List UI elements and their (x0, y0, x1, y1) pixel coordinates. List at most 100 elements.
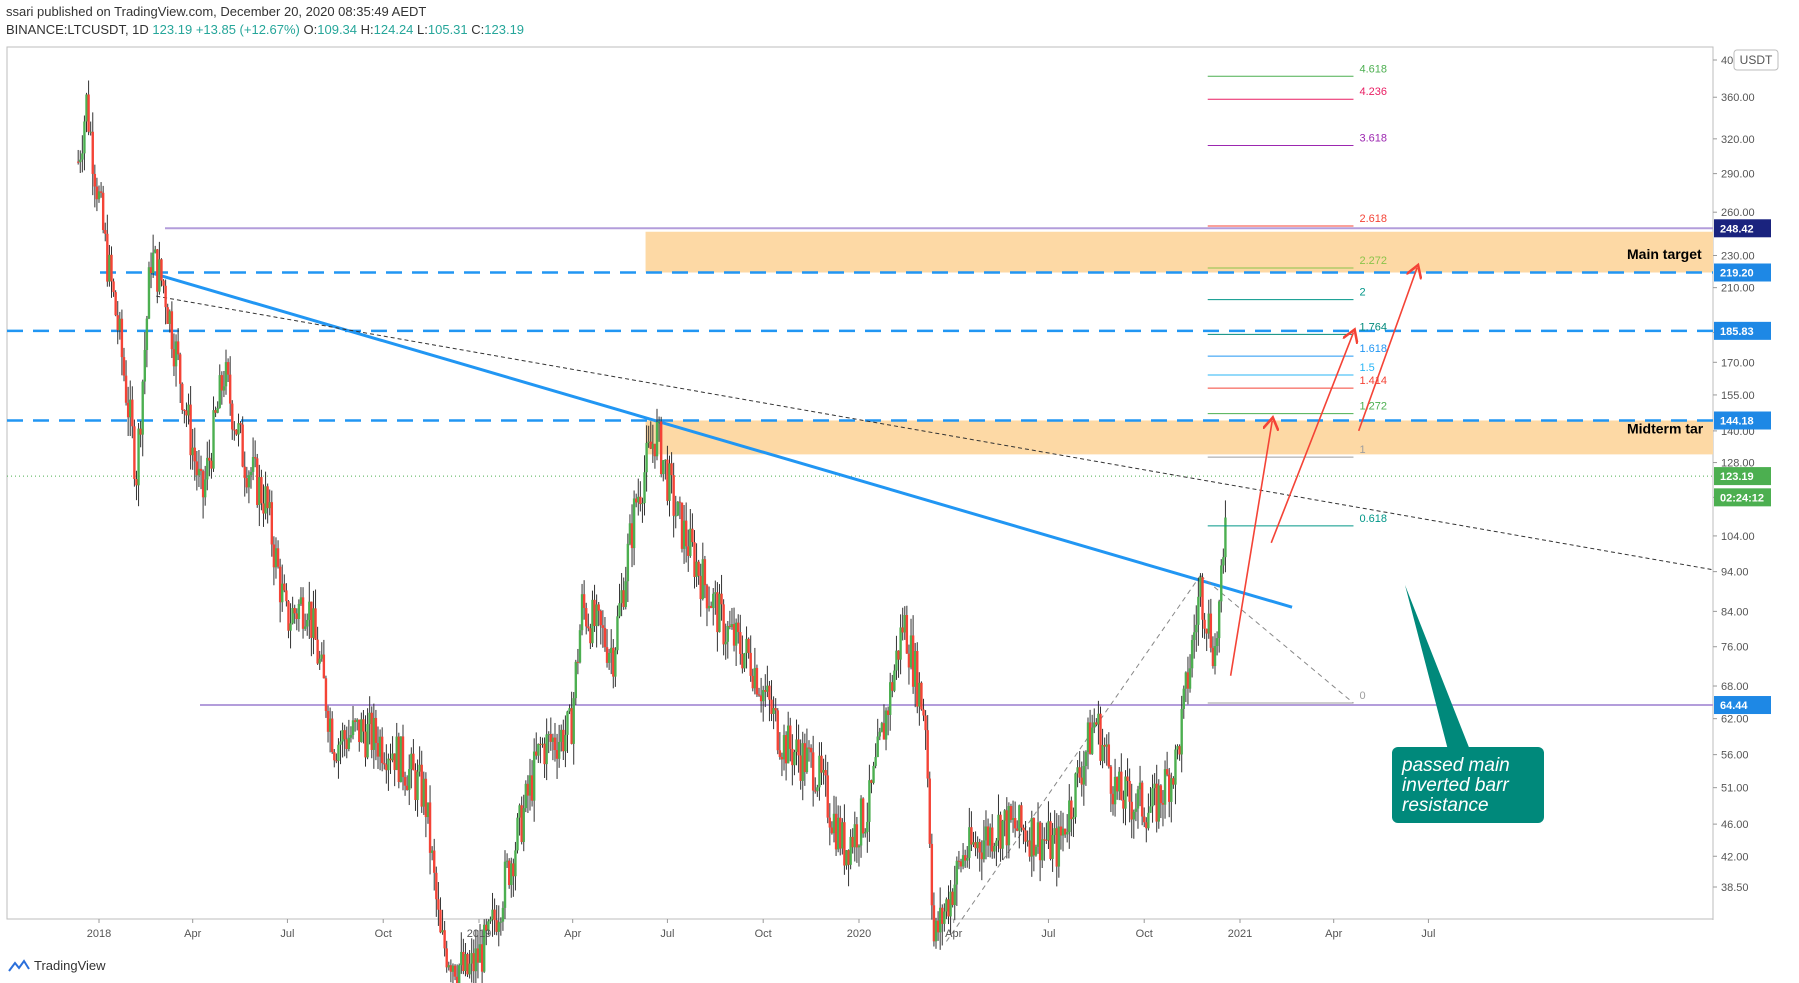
candle-body (143, 350, 147, 382)
candle-body (628, 523, 632, 544)
candle-body (612, 647, 615, 677)
candle-body (405, 785, 409, 791)
y-tick-label: 155.00 (1721, 390, 1755, 402)
candle-body (918, 682, 921, 707)
symbol[interactable]: BINANCE:LTCUSDT, 1D (6, 22, 149, 37)
axis-price-label-text: 02:24:12 (1720, 492, 1764, 504)
candle-body (595, 604, 598, 627)
candle-body (955, 860, 959, 885)
candle-body (957, 860, 961, 862)
axis-price-label[interactable] (1714, 467, 1771, 486)
candle-body (1163, 769, 1167, 805)
main-target-label[interactable]: Main target (1627, 246, 1702, 262)
candle-body (414, 770, 417, 801)
candle-body (549, 734, 553, 742)
candle-body (518, 805, 521, 818)
candle-body (326, 710, 330, 732)
candle-body (901, 627, 904, 633)
candle-body (122, 357, 126, 376)
target-arrow[interactable] (1357, 268, 1417, 432)
candle-body (247, 475, 251, 488)
candle-body (684, 520, 688, 547)
candle-body (1155, 783, 1158, 822)
candle-body (662, 460, 665, 475)
candle-body (539, 743, 542, 745)
target-arrow[interactable] (1270, 332, 1353, 544)
axis-price-label[interactable] (1714, 219, 1771, 238)
candle-body (160, 259, 163, 281)
candle-body (743, 653, 746, 669)
candle-body (1018, 805, 1021, 831)
candle-body (147, 267, 151, 319)
candle-body (199, 468, 203, 472)
y-tick-label: 290.00 (1721, 169, 1755, 181)
axis-price-label[interactable] (1714, 696, 1771, 715)
candle-body (637, 496, 640, 503)
candle-body (936, 920, 940, 933)
candle-body (545, 734, 548, 765)
candle-body (314, 608, 317, 640)
candle-body (826, 775, 829, 818)
fib-level-label: 4.618 (1359, 63, 1387, 75)
y-tick-label: 320.00 (1721, 134, 1755, 146)
candle-body (1170, 778, 1173, 802)
main-target-zone[interactable] (645, 231, 1713, 273)
axis-price-label[interactable] (1714, 488, 1771, 507)
candle-body (1143, 816, 1146, 823)
candle-body (582, 594, 586, 608)
candle-body (289, 623, 292, 631)
main-trendline[interactable] (150, 271, 1293, 609)
candle-body (1105, 744, 1108, 747)
axis-price-label[interactable] (1714, 263, 1771, 282)
fib-level-label: 0 (1359, 690, 1365, 702)
candle-body (963, 855, 967, 861)
candle-body (210, 460, 213, 469)
candle-body (224, 362, 228, 387)
midterm-target-zone[interactable] (645, 420, 1713, 455)
midterm-target-label[interactable]: Midterm tar (1627, 420, 1704, 436)
candle-body (610, 647, 613, 654)
candle-body (818, 755, 821, 788)
callout-box[interactable] (1392, 747, 1544, 823)
candle-body (1201, 577, 1204, 620)
currency-badge[interactable]: USDT (1733, 49, 1779, 71)
footer-brand[interactable]: TradingView (8, 958, 106, 973)
candle-body (672, 475, 675, 516)
candle-body (87, 94, 90, 132)
y-tick-label: 104.00 (1721, 531, 1755, 543)
target-arrow[interactable] (1229, 421, 1273, 676)
y-tick-label: 230.00 (1721, 251, 1755, 263)
candle-body (928, 778, 931, 844)
candle-body (374, 717, 378, 743)
secondary-trendline[interactable] (156, 295, 1714, 571)
candle-body (811, 752, 815, 791)
candle-body (116, 315, 119, 331)
candle-body (676, 501, 680, 516)
candle-body (324, 678, 328, 711)
candle-body (924, 715, 927, 731)
candle-body (1205, 628, 1208, 634)
axis-price-label[interactable] (1714, 321, 1771, 340)
candle-body (626, 543, 630, 582)
axis-price-label[interactable] (1714, 411, 1771, 430)
candle-body (168, 311, 171, 324)
candle-body (482, 924, 486, 972)
candle-body (732, 624, 736, 646)
candle-body (878, 731, 881, 737)
candle-body (634, 498, 638, 503)
candle-body (751, 675, 754, 689)
candle-body (1134, 808, 1138, 812)
candle-body (872, 765, 875, 783)
candle-body (1153, 783, 1156, 789)
candle-body (120, 318, 124, 358)
candle-body (632, 498, 636, 549)
candle-body (524, 783, 528, 809)
candle-body (241, 424, 244, 467)
candle-body (1038, 822, 1042, 861)
axis-price-label-text: 219.20 (1720, 268, 1754, 280)
candle-body (424, 778, 428, 818)
candle-body (497, 922, 500, 932)
candle-body (741, 653, 744, 669)
candle-body (312, 608, 315, 638)
